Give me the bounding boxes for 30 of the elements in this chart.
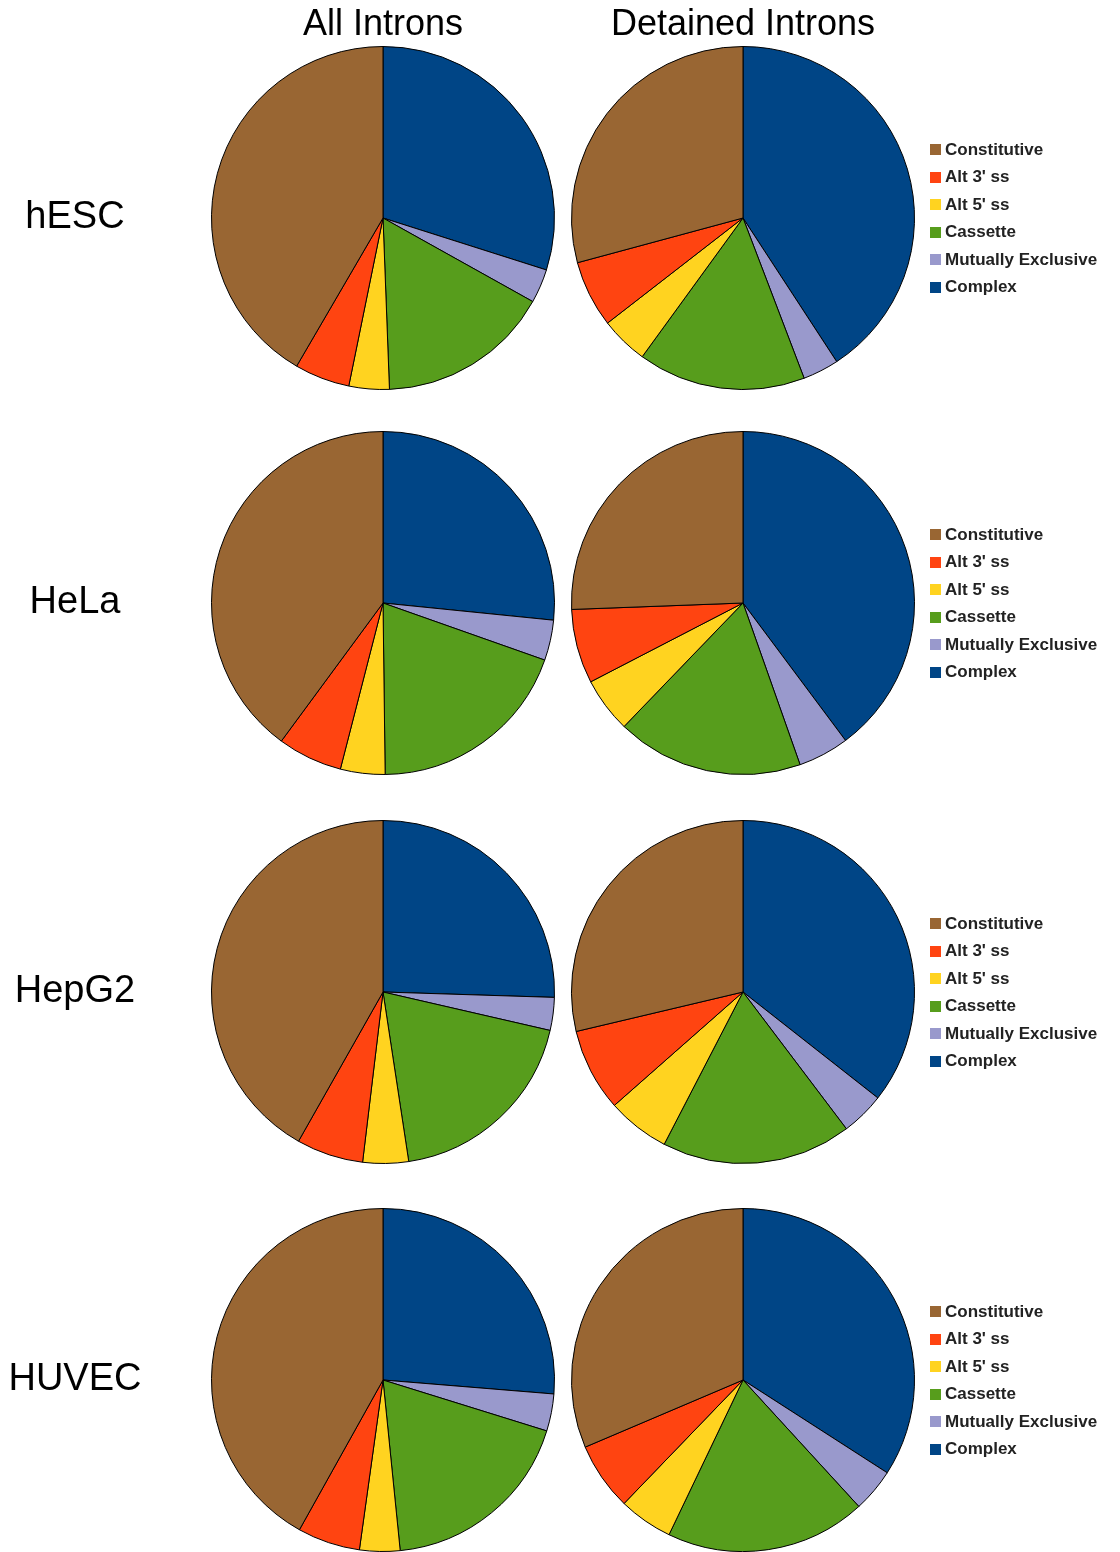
legend-label: Cassette (945, 222, 1016, 243)
legend-label: Cassette (945, 1384, 1016, 1405)
legend-label: Constitutive (945, 913, 1044, 934)
legend-label: Complex (945, 1051, 1017, 1072)
text: hESC (24, 194, 126, 237)
legend-label: Alt 5' ss (945, 579, 1010, 600)
legend-label: Alt 3' ss (945, 552, 1010, 573)
legend-label: Constitutive (945, 524, 1044, 545)
legend-label: Alt 5' ss (945, 1356, 1010, 1377)
legend-label: Alt 5' ss (945, 194, 1010, 215)
legend-label: Mutually Exclusive (945, 249, 1098, 270)
legend-label: Alt 3' ss (945, 941, 1010, 962)
legend-label: Mutually Exclusive (945, 1023, 1098, 1044)
legend-label: Cassette (945, 996, 1016, 1017)
text: HUVEC (7, 1356, 143, 1399)
slice-label: All Introns (301, 2, 465, 44)
legend-label: Constitutive (945, 1301, 1044, 1322)
legend-label: Alt 3' ss (945, 1329, 1010, 1350)
legend-label: Alt 3' ss (945, 167, 1010, 188)
legend-label: Complex (945, 662, 1017, 683)
text: HepG2 (13, 968, 137, 1011)
legend-label: Cassette (945, 607, 1016, 628)
legend-label: Mutually Exclusive (945, 1411, 1098, 1432)
legend-label: Mutually Exclusive (945, 634, 1098, 655)
legend-label: Alt 5' ss (945, 968, 1010, 989)
legend-label: Complex (945, 277, 1017, 298)
text: HeLa (28, 579, 122, 622)
slice-label: Detained Introns (609, 2, 877, 44)
legend-label: Complex (945, 1439, 1017, 1460)
legend-label: Constitutive (945, 139, 1044, 160)
